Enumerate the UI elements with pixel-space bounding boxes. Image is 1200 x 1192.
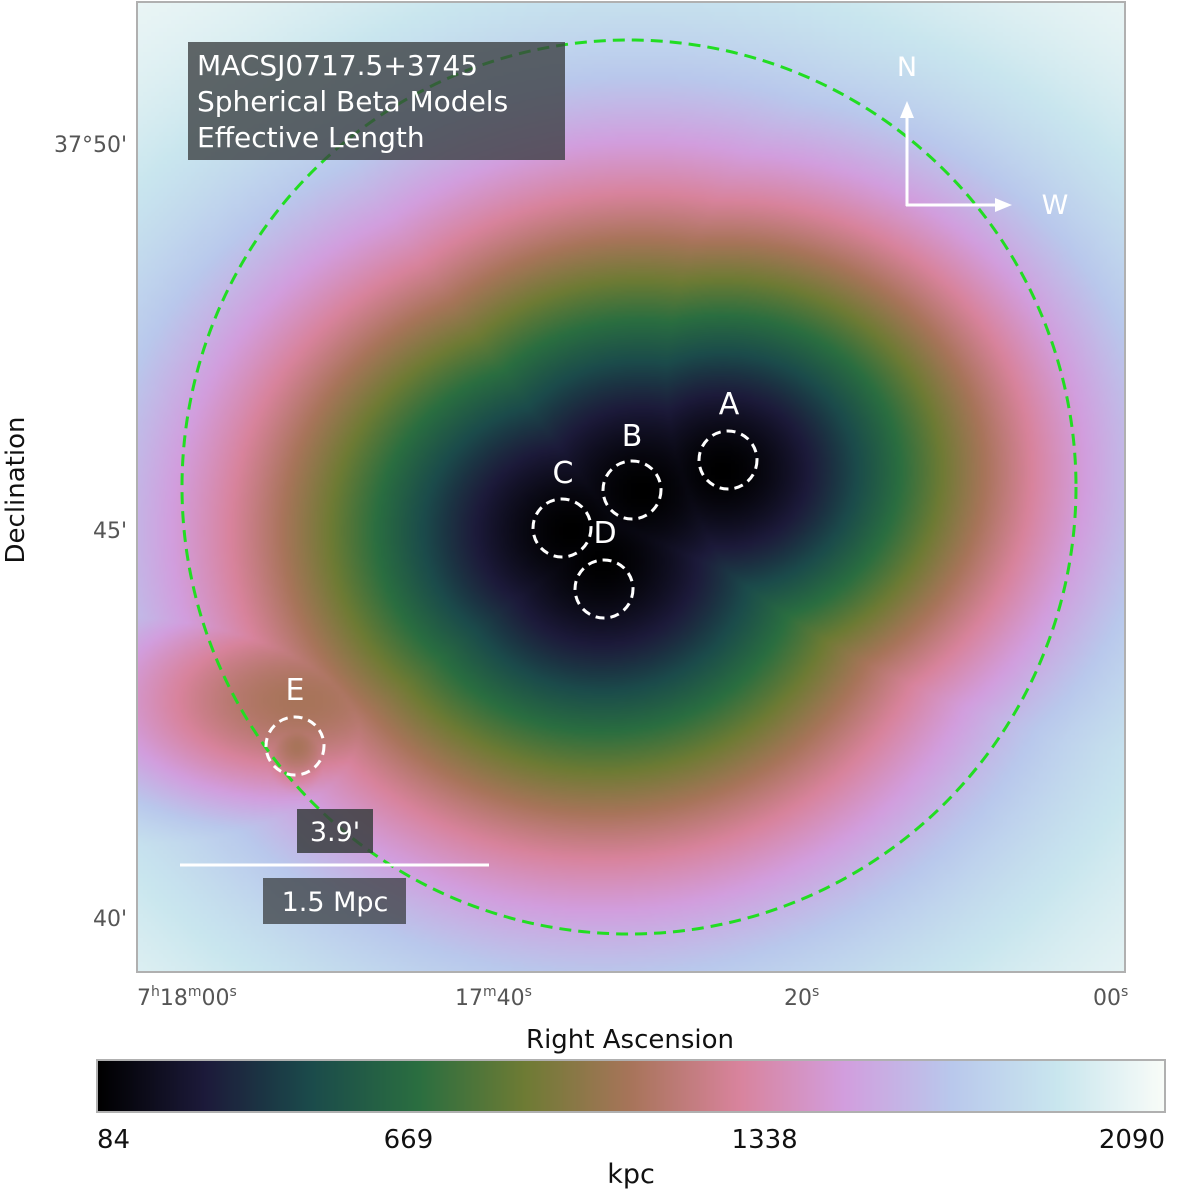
subcluster-c-circle — [531, 497, 593, 559]
subcluster-markers: A B C D E — [264, 387, 759, 777]
scale-angular-box — [297, 809, 373, 853]
x-axis-label: Right Ascension — [526, 1025, 734, 1055]
x-tick-label-0: 7h18m00s — [137, 984, 237, 1011]
colorbar-tick-label: 669 — [384, 1125, 434, 1155]
scale-physical-label: 1.5 Mpc — [282, 887, 389, 918]
west-label: W — [1042, 190, 1069, 221]
y-tick-label: 45' — [93, 519, 127, 544]
y-axis: 37°50' 45' 40' Declination — [1, 133, 127, 932]
subcluster-c-label: C — [553, 456, 574, 491]
subcluster-e-label: E — [286, 673, 305, 708]
x-tick-label-3: 00s — [1093, 984, 1128, 1011]
colorbar-tick-label: 84 — [97, 1125, 130, 1155]
x-axis: 7h18m00s 17m40s 20s 00s Right Ascension — [137, 984, 1128, 1055]
y-tick-label: 37°50' — [54, 133, 127, 158]
subcluster-d-circle — [573, 558, 635, 620]
colorbar-tick-label: 2090 — [1099, 1125, 1165, 1155]
x-tick-label-1: 17m40s — [455, 984, 532, 1011]
colorbar: 84 669 1338 2090 kpc — [96, 1059, 1166, 1190]
title-line-2: Spherical Beta Models — [197, 85, 508, 118]
north-label: N — [897, 52, 917, 83]
subcluster-e-circle — [264, 715, 326, 777]
scale-angular-label: 3.9' — [310, 817, 360, 848]
colorbar-label: kpc — [607, 1159, 655, 1190]
subcluster-a-circle — [697, 429, 759, 491]
subcluster-b-circle — [601, 459, 663, 521]
colorbar-tick-label: 1338 — [732, 1125, 798, 1155]
north-arrow-head — [900, 101, 914, 118]
y-tick-label: 40' — [93, 907, 127, 932]
subcluster-b-label: B — [622, 419, 643, 454]
title-box: MACSJ0717.5+3745 Spherical Beta Models E… — [188, 42, 565, 160]
colorbar-gradient — [97, 1060, 1165, 1112]
title-line-3: Effective Length — [197, 121, 425, 154]
subcluster-a-label: A — [719, 387, 740, 422]
r500-dashed-circle — [180, 38, 1078, 936]
subcluster-d-label: D — [593, 516, 616, 551]
x-tick-label-2: 20s — [784, 984, 819, 1011]
compass: N W — [897, 52, 1068, 221]
y-axis-label: Declination — [1, 417, 31, 564]
title-line-1: MACSJ0717.5+3745 — [197, 49, 478, 82]
colorbar-frame — [96, 1059, 1166, 1113]
scale-bar: 3.9' 1.5 Mpc — [180, 809, 489, 924]
plot-frame — [136, 1, 1126, 973]
west-arrow-head — [995, 198, 1012, 212]
scale-physical-box — [263, 878, 406, 924]
